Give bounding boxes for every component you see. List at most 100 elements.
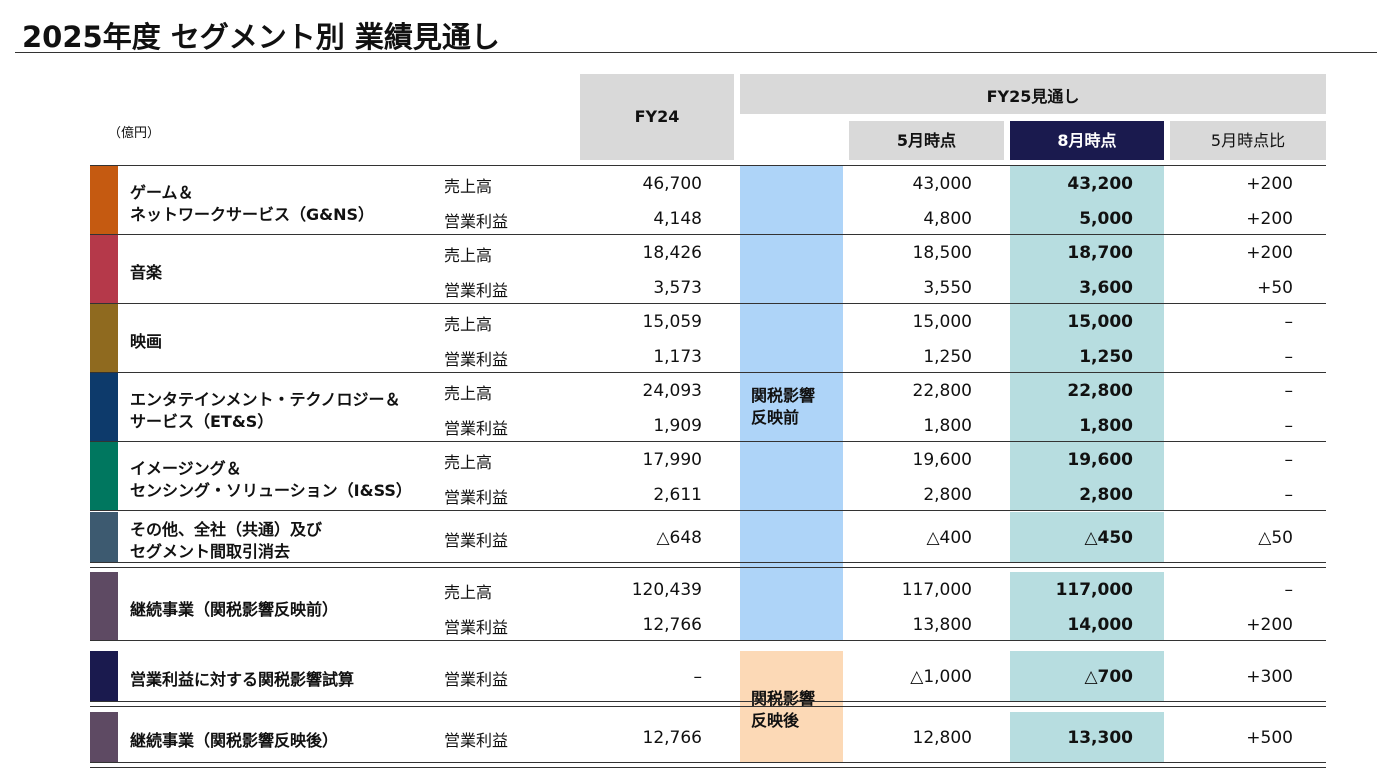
band-label: 関税影響 xyxy=(751,689,816,708)
segment-name: イメージング＆ xyxy=(130,458,242,478)
header-may: 5月時点 xyxy=(849,121,1004,160)
fy24-value: 12,766 xyxy=(642,727,702,748)
aug-value: 5,000 xyxy=(1079,208,1133,229)
segment-color xyxy=(90,373,118,441)
may-value: 18,500 xyxy=(912,243,972,263)
band-label: 関税影響 xyxy=(751,385,816,405)
band-label: 反映後 xyxy=(751,711,800,730)
row-rule xyxy=(90,767,1326,768)
aug-cell xyxy=(1010,442,1164,510)
diff-value: – xyxy=(1284,415,1294,436)
aug-value: 14,000 xyxy=(1067,614,1133,635)
diff-value: +200 xyxy=(1246,614,1293,635)
metric: 営業利益 xyxy=(444,349,509,369)
segment-name: セグメント間取引消去 xyxy=(130,541,291,561)
may-value: 22,800 xyxy=(912,381,972,401)
aug-value: 43,200 xyxy=(1067,174,1133,194)
fy24-value: 46,700 xyxy=(642,174,702,194)
row-rule xyxy=(90,441,1326,442)
row-rule xyxy=(90,510,1326,511)
band-label: 反映前 xyxy=(751,407,800,427)
metric: 営業利益 xyxy=(444,280,509,300)
may-value: 4,800 xyxy=(923,208,972,229)
may-value: 1,250 xyxy=(923,346,972,367)
fy24-value: 3,573 xyxy=(653,277,702,298)
metric: 営業利益 xyxy=(444,418,509,438)
aug-value: 22,800 xyxy=(1067,381,1133,401)
fy24-value: 24,093 xyxy=(642,381,702,401)
row-rule xyxy=(90,762,1326,763)
aug-value: 2,800 xyxy=(1079,484,1133,505)
row-rule xyxy=(90,567,1326,568)
segment-name: サービス（ET&S） xyxy=(130,411,274,431)
may-value: 13,800 xyxy=(912,614,972,635)
aug-value: △700 xyxy=(1084,666,1133,687)
diff-value: – xyxy=(1284,580,1294,600)
may-value: △1,000 xyxy=(910,666,972,687)
header-fy25: FY25見通し xyxy=(740,74,1326,114)
may-value: 15,000 xyxy=(912,312,972,332)
may-value: 117,000 xyxy=(901,580,972,600)
fy24-value: 17,990 xyxy=(642,450,702,470)
metric: 売上高 xyxy=(444,246,493,265)
aug-value: 117,000 xyxy=(1055,580,1133,600)
segment-name: ネットワークサービス（G&NS） xyxy=(130,204,375,224)
diff-value: – xyxy=(1284,450,1294,470)
row-rule xyxy=(90,303,1326,304)
segment-color xyxy=(90,166,118,234)
segment-name: 継続事業（関税影響反映後） xyxy=(130,730,339,750)
unit: （億円） xyxy=(108,126,161,141)
segment-color xyxy=(90,572,118,640)
diff-value: +300 xyxy=(1246,666,1293,687)
row-rule xyxy=(90,562,1326,563)
segment-name: エンタテインメント・テクノロジー＆ xyxy=(130,389,401,409)
diff-value: +200 xyxy=(1246,174,1293,194)
aug-cell xyxy=(1010,651,1164,701)
segment-name: 継続事業（関税影響反映前） xyxy=(130,599,339,619)
may-value: 3,550 xyxy=(923,277,972,298)
header-diff: 5月時点比 xyxy=(1170,121,1326,160)
row-rule xyxy=(90,701,1326,702)
fy24-value: – xyxy=(693,666,703,687)
segment-name: センシング・ソリューション（I&SS） xyxy=(130,480,412,500)
may-value: 2,800 xyxy=(923,484,972,505)
diff-value: +500 xyxy=(1246,727,1293,748)
row-rule xyxy=(90,640,1326,641)
metric: 売上高 xyxy=(444,177,493,196)
metric: 売上高 xyxy=(444,453,493,472)
fy24-value: 1,909 xyxy=(653,415,702,436)
row-rule xyxy=(90,706,1326,707)
segment-color xyxy=(90,235,118,303)
segment-color xyxy=(90,442,118,510)
aug-value: 13,300 xyxy=(1067,727,1133,748)
aug-value: 18,700 xyxy=(1067,243,1133,263)
segment-color xyxy=(90,304,118,372)
metric: 営業利益 xyxy=(444,211,509,231)
aug-cell xyxy=(1010,235,1164,303)
fy24-value: 15,059 xyxy=(642,312,702,332)
metric: 営業利益 xyxy=(444,487,509,507)
aug-value: 1,250 xyxy=(1079,346,1133,367)
diff-value: +50 xyxy=(1257,277,1293,298)
segment-name: 営業利益に対する関税影響試算 xyxy=(130,669,355,689)
diff-value: △50 xyxy=(1258,527,1293,548)
aug-cell xyxy=(1010,572,1164,640)
metric: 売上高 xyxy=(444,315,493,334)
segment-name: ゲーム＆ xyxy=(130,182,194,202)
diff-value: +200 xyxy=(1246,243,1293,263)
metric: 売上高 xyxy=(444,384,493,403)
header-rule xyxy=(90,165,1326,166)
title: 2025年度 セグメント別 業績見通し xyxy=(22,20,500,54)
aug-cell xyxy=(1010,712,1164,762)
aug-value: △450 xyxy=(1084,527,1133,548)
fy24-value: 1,173 xyxy=(653,346,702,367)
band xyxy=(740,166,843,641)
segment-color xyxy=(90,512,118,562)
aug-value: 19,600 xyxy=(1067,450,1133,470)
segment-color xyxy=(90,651,118,701)
aug-cell xyxy=(1010,512,1164,562)
may-value: 43,000 xyxy=(912,174,972,194)
fy24-value: 120,439 xyxy=(631,580,702,600)
row-rule xyxy=(90,234,1326,235)
metric: 売上高 xyxy=(444,583,493,602)
